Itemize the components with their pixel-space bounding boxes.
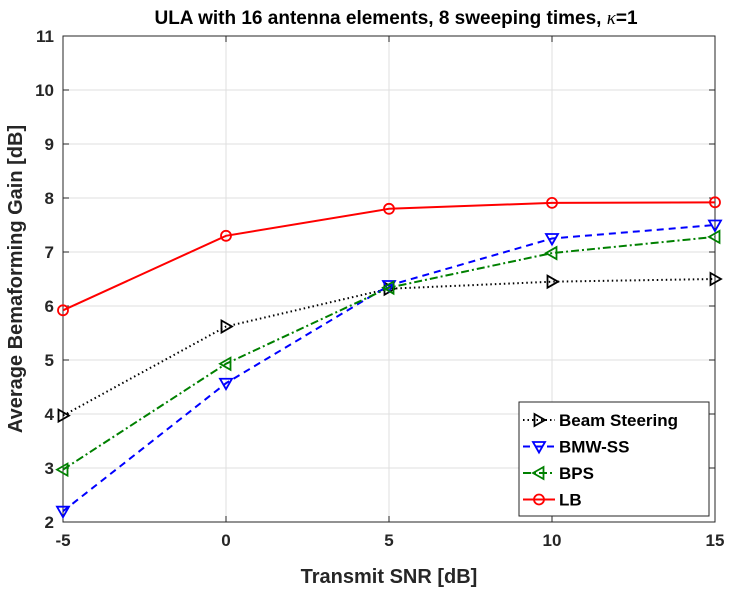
series-lb [57, 196, 721, 317]
data-point-bmw-ss [218, 377, 234, 392]
y-tick-label: 2 [45, 513, 54, 532]
x-tick-label: 5 [384, 531, 393, 550]
legend-label-bps: BPS [559, 464, 594, 483]
legend-marker-bmw-ss [531, 441, 547, 455]
legend-entry-bmw-ss: BMW-SS [523, 438, 629, 457]
legend-marker-bps [531, 465, 545, 481]
legend-entry-bps: BPS [523, 464, 594, 483]
chart-title-suffix: =1 [616, 8, 638, 29]
x-tick-label: -5 [55, 531, 70, 550]
y-tick-label: 9 [45, 135, 54, 154]
data-point-lb [383, 202, 395, 215]
data-point-beam-steering [220, 318, 234, 335]
chart-title-text: ULA with 16 antenna elements, 8 sweeping… [154, 8, 606, 29]
legend-entry-beam-steering: Beam Steering [523, 411, 678, 430]
y-tick-label: 8 [45, 189, 54, 208]
legend-marker-beam-steering [533, 412, 547, 428]
y-tick-label: 4 [45, 405, 55, 424]
series-line-lb [62, 201, 716, 312]
data-point-bps [707, 229, 721, 245]
x-axis-label: Transmit SNR [dB] [301, 566, 478, 588]
y-tick-label: 7 [45, 243, 54, 262]
chart-title-kappa: κ [607, 8, 617, 29]
axis-ticks: -5 0 5 10 15 2 3 4 5 6 7 8 9 10 11 [35, 27, 724, 550]
data-point-beam-steering [546, 274, 560, 290]
legend-label-beam-steering: Beam Steering [559, 411, 678, 430]
data-point-beam-steering [709, 271, 723, 287]
x-tick-label: 10 [543, 531, 562, 550]
legend-marker-lb [533, 493, 545, 506]
x-tick-label: 0 [221, 531, 230, 550]
y-tick-label: 6 [45, 297, 54, 316]
x-tick-label: 15 [706, 531, 725, 550]
data-point-bps [218, 356, 232, 372]
data-point-beam-steering [57, 408, 71, 424]
data-point-lb [709, 196, 721, 209]
y-tick-label: 3 [45, 459, 54, 478]
y-tick-label: 10 [35, 81, 54, 100]
data-point-bmw-ss [55, 505, 71, 520]
data-point-lb [220, 229, 232, 242]
data-point-bps [544, 245, 558, 261]
y-tick-label: 11 [36, 27, 54, 46]
series-bps [55, 229, 721, 478]
series-line-bps [62, 235, 716, 471]
data-point-bps [381, 280, 395, 296]
data-point-bmw-ss [707, 219, 723, 233]
series-group [55, 196, 723, 520]
legend-label-lb: LB [559, 491, 582, 510]
data-point-bmw-ss [544, 233, 560, 247]
legend-label-bmw-ss: BMW-SS [559, 438, 629, 457]
legend: Beam Steering BMW-SS BPS LB [518, 401, 710, 517]
legend-entry-lb: LB [523, 491, 582, 510]
data-point-lb [546, 196, 558, 209]
y-tick-label: 5 [45, 351, 54, 370]
y-axis-label: Average Bemaforming Gain [dB] [5, 125, 27, 433]
data-point-lb [57, 304, 69, 317]
data-point-bps [55, 462, 69, 478]
series-line-bmw-ss [62, 224, 716, 512]
chart-title: ULA with 16 antenna elements, 8 sweeping… [154, 8, 637, 29]
